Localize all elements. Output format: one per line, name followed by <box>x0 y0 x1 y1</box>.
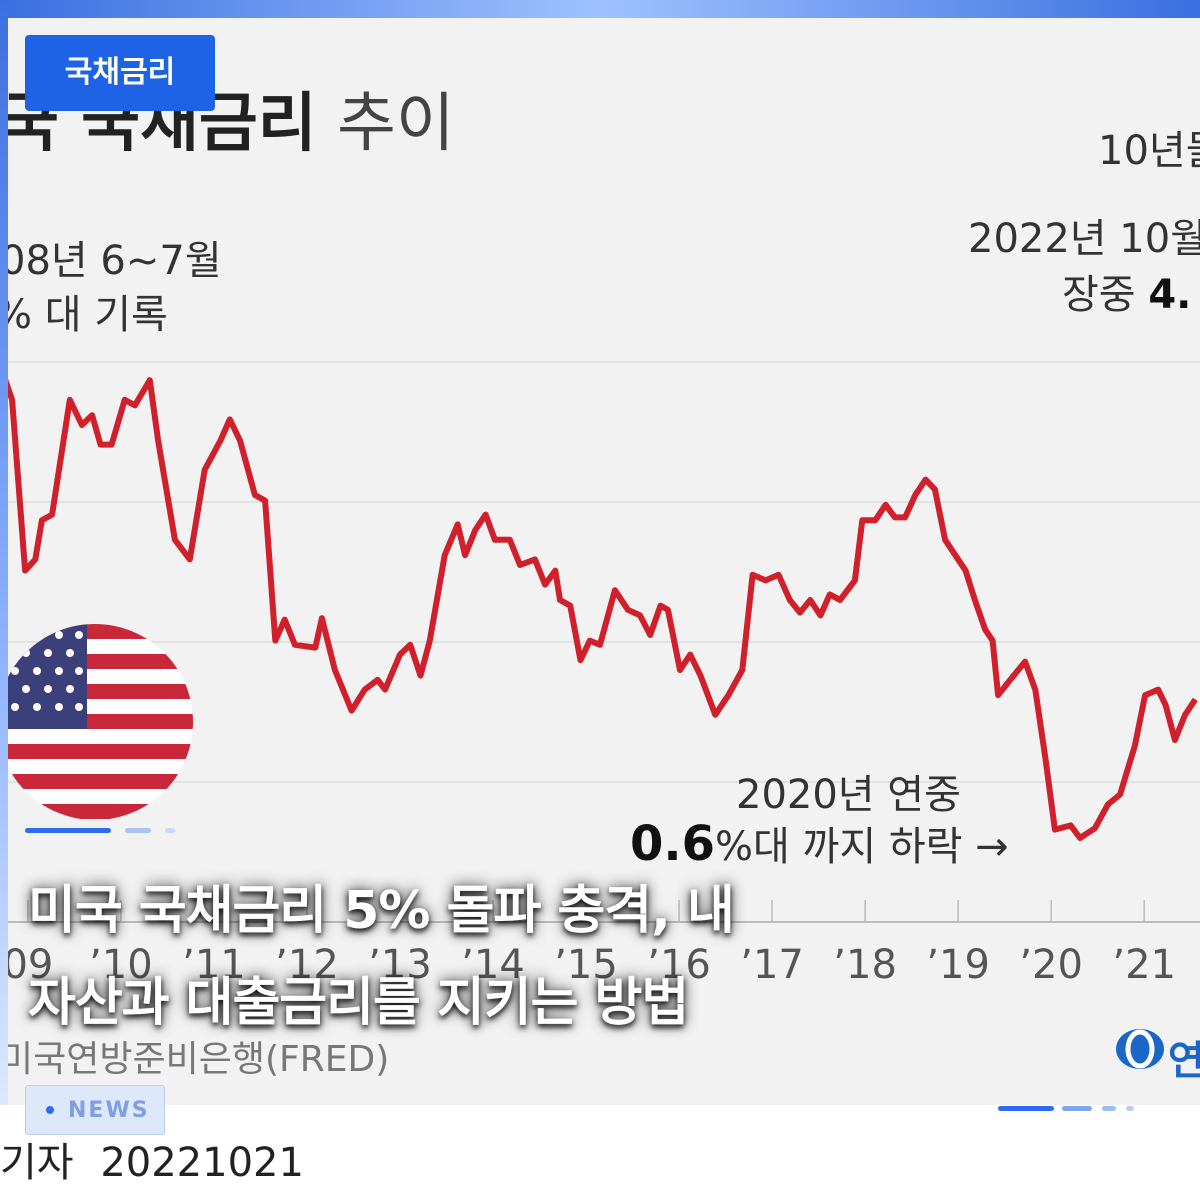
x-tick-label: ’11 <box>182 942 246 988</box>
top-bar <box>0 0 1200 18</box>
annotation-value: 4. <box>1148 272 1192 318</box>
x-tick-label: ’20 <box>1019 942 1083 988</box>
category-badge[interactable]: 국채금리 <box>25 35 215 111</box>
news-tag[interactable]: NEWS <box>25 1085 165 1135</box>
source: 미국연방준비은행(FRED) <box>0 1039 390 1080</box>
annotation: 장중 4. <box>1062 262 1191 320</box>
x-tick-label: ’14 <box>461 942 525 988</box>
pager-dot[interactable] <box>1102 1106 1116 1111</box>
pager-dot[interactable] <box>1062 1106 1092 1111</box>
logo-text: 연 <box>1168 1038 1200 1084</box>
chart: 09’10’11’12’13’14’15’16’17’18’19’20’212 <box>0 361 1200 988</box>
annotation: 2022년 10월 <box>968 216 1200 262</box>
series-line <box>0 363 1198 841</box>
x-tick-label: ’15 <box>554 942 618 988</box>
left-bar <box>0 0 8 1105</box>
x-tick-label: ’19 <box>926 942 990 988</box>
x-tick-label: ’18 <box>833 942 897 988</box>
pager-dot[interactable] <box>1126 1106 1134 1111</box>
logo-shape <box>1125 1029 1155 1069</box>
x-tick-label: ’21 <box>1112 942 1176 988</box>
news-label: NEWS <box>68 1098 150 1123</box>
logo <box>1112 1024 1172 1074</box>
annotation: % 대 기록 <box>0 292 168 338</box>
pager-dot[interactable] <box>25 828 111 833</box>
x-tick-label: 09 <box>2 942 53 988</box>
x-tick-label: ’10 <box>89 942 153 988</box>
reporter: 기자 <box>0 1140 74 1186</box>
annotation: %대 까지 하락 → <box>715 824 1009 870</box>
annotation: 0.6%대 까지 하락 → <box>630 814 1009 872</box>
annotation: 2020년 연중 <box>736 772 961 818</box>
news-dot <box>46 1106 54 1114</box>
headline-line: 미국 국채금리 5% 돌파 충격, 내 <box>28 881 735 941</box>
logo-icon <box>1116 1029 1164 1069</box>
pager-dot[interactable] <box>125 828 151 833</box>
pager-dot[interactable] <box>998 1106 1054 1111</box>
annotation-value: 0.6 <box>630 816 716 872</box>
x-tick-label: ’16 <box>647 942 711 988</box>
headline-line: 자산과 대출금리를 지키는 방법 <box>28 973 689 1033</box>
flag <box>0 624 193 820</box>
chart-image <box>0 0 1200 1105</box>
byline: 기자 20221021 <box>0 1130 304 1188</box>
logo-shape <box>1116 1029 1164 1069</box>
x-tick-label: ’17 <box>740 942 804 988</box>
pager-dot[interactable] <box>165 828 175 833</box>
annotation: 장중 <box>1062 272 1136 318</box>
title-suffix: 추이 <box>337 87 455 161</box>
annotation: 08년 6~7월 <box>0 238 222 284</box>
x-tick-label: ’12 <box>275 942 339 988</box>
x-tick-label: ’13 <box>368 942 432 988</box>
date: 20221021 <box>100 1140 304 1186</box>
annotation: 10년물 <box>1098 128 1200 174</box>
